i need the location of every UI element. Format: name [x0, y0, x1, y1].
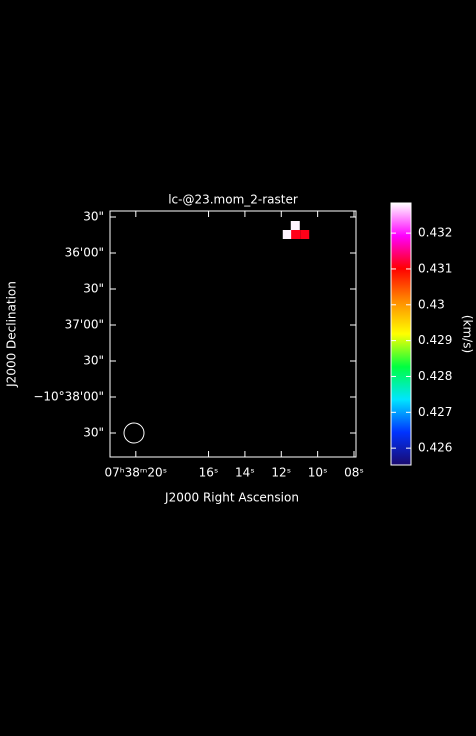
y-tick-label: 36'00" — [65, 245, 104, 259]
colorbar-tick-label: 0.428 — [418, 369, 452, 383]
y-tick-label: 30" — [83, 210, 104, 224]
y-axis-label: J2000 Declination — [5, 281, 19, 388]
x-tick-label: 08ˢ — [344, 466, 364, 480]
colorbar-tick-label: 0.431 — [418, 261, 452, 275]
colorbar — [390, 202, 412, 466]
raster-pixel — [291, 230, 301, 240]
x-tick-label: 12ˢ — [271, 466, 291, 480]
colorbar-tick-label: 0.427 — [418, 405, 452, 419]
colorbar-label: (km/s) — [461, 315, 475, 353]
colorbar-tick-label: 0.43 — [418, 297, 445, 311]
raster-pixel — [282, 230, 292, 240]
x-tick-label: 14ˢ — [235, 466, 255, 480]
colorbar-tick-label: 0.429 — [418, 333, 452, 347]
chart-title: lc-@23.mom_2-raster — [168, 193, 298, 207]
plot-frame — [109, 210, 357, 458]
y-tick-label: −10°38'00" — [33, 389, 104, 403]
raster-pixel — [290, 221, 300, 231]
y-tick-label: 30" — [83, 281, 104, 295]
raster-pixel — [300, 230, 310, 240]
x-tick-label: 16ˢ — [199, 466, 219, 480]
beam — [123, 422, 145, 444]
colorbar-tick-label: 0.426 — [418, 441, 452, 455]
x-tick-label: 07ʰ38ᵐ20ˢ — [105, 466, 168, 480]
colorbar-tick-label: 0.432 — [418, 226, 452, 240]
x-tick-label: 10ˢ — [308, 466, 328, 480]
y-tick-label: 37'00" — [65, 318, 104, 332]
x-axis-label: J2000 Right Ascension — [164, 491, 299, 505]
y-tick-label: 30" — [83, 426, 104, 440]
y-tick-label: 30" — [83, 354, 104, 368]
